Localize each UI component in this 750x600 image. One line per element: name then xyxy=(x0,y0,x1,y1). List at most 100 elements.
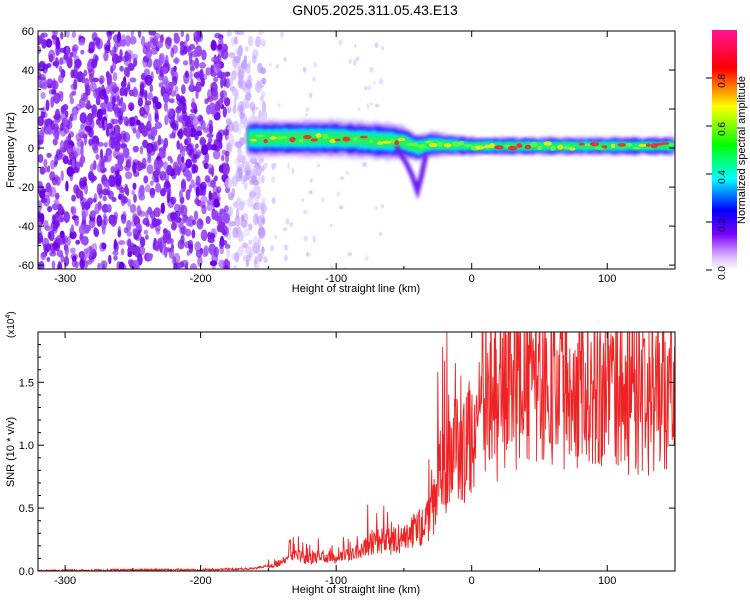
snr-y-tick-label: 1.5 xyxy=(19,377,34,389)
noise-speckle xyxy=(364,255,369,262)
noise-speckle xyxy=(378,232,383,237)
noise-speckle xyxy=(181,217,186,224)
noise-speckle xyxy=(90,163,94,173)
noise-speckle xyxy=(110,138,115,150)
band-hotspot xyxy=(353,137,358,142)
noise-speckle xyxy=(195,175,201,187)
noise-speckle xyxy=(81,133,88,139)
noise-speckle xyxy=(132,159,140,166)
noise-speckle xyxy=(165,80,171,90)
snr-x-tick-label: 100 xyxy=(598,575,616,587)
noise-speckle xyxy=(108,254,112,265)
noise-speckle xyxy=(243,242,247,248)
noise-speckle xyxy=(263,162,268,169)
noise-speckle xyxy=(381,45,384,51)
spectrogram-y-tick-label: -60 xyxy=(18,260,34,272)
noise-speckle xyxy=(197,255,203,267)
noise-speckle xyxy=(217,44,223,51)
noise-speckle xyxy=(41,38,47,49)
noise-speckle xyxy=(111,197,117,202)
noise-speckle xyxy=(309,178,313,183)
colorbar-tick-label: 0.0 xyxy=(717,266,728,280)
noise-speckle xyxy=(112,61,117,71)
noise-speckle xyxy=(224,243,231,250)
noise-speckle xyxy=(183,45,188,55)
noise-speckle xyxy=(197,114,203,122)
noise-speckle xyxy=(151,217,158,228)
noise-speckle xyxy=(50,220,58,232)
noise-speckle xyxy=(38,72,42,81)
snr-y-label: SNR (10 * v/v) xyxy=(5,417,17,487)
noise-speckle xyxy=(39,190,46,199)
noise-speckle xyxy=(226,107,230,114)
noise-speckle xyxy=(189,127,197,138)
noise-speckle xyxy=(96,183,103,196)
band-hotspot xyxy=(289,136,296,143)
noise-speckle xyxy=(117,240,126,246)
noise-speckle xyxy=(199,181,207,190)
noise-speckle xyxy=(261,246,265,255)
noise-speckle xyxy=(222,106,227,118)
noise-speckle xyxy=(200,195,208,204)
noise-speckle xyxy=(200,229,208,242)
band-hotspot xyxy=(589,142,600,147)
noise-speckle xyxy=(92,197,97,203)
noise-speckle xyxy=(251,244,259,255)
noise-speckle xyxy=(243,55,248,63)
noise-speckle xyxy=(301,198,305,202)
noise-speckle xyxy=(38,200,43,212)
noise-speckle xyxy=(78,224,87,235)
noise-speckle xyxy=(112,250,119,256)
noise-speckle xyxy=(222,265,230,269)
noise-speckle xyxy=(347,251,353,257)
noise-speckle xyxy=(238,201,245,211)
band-hotspot xyxy=(443,143,452,148)
colorbar-tick-label: 0.2 xyxy=(717,218,728,232)
noise-speckle xyxy=(222,163,230,176)
noise-speckle xyxy=(106,102,111,112)
noise-speckle xyxy=(231,56,238,68)
noise-speckle xyxy=(253,213,259,226)
colorbar-tick-label: 0.6 xyxy=(717,122,728,136)
noise-speckle xyxy=(89,118,95,130)
noise-speckle xyxy=(172,75,178,86)
noise-speckle xyxy=(85,259,93,265)
noise-speckle xyxy=(51,89,57,95)
noise-speckle xyxy=(54,108,61,121)
noise-speckle xyxy=(224,154,230,164)
noise-speckle xyxy=(74,217,80,227)
noise-speckle xyxy=(240,199,246,207)
noise-speckle xyxy=(129,77,137,83)
noise-speckle xyxy=(259,95,264,102)
noise-speckle xyxy=(261,197,266,205)
noise-speckle xyxy=(206,202,213,212)
noise-speckle xyxy=(242,31,246,37)
noise-speckle xyxy=(125,171,133,180)
noise-speckle xyxy=(70,83,76,90)
noise-speckle xyxy=(209,260,218,267)
snr-line xyxy=(38,332,675,571)
noise-speckle xyxy=(59,57,64,65)
band-hotspot xyxy=(269,136,277,140)
noise-speckle xyxy=(236,105,244,114)
noise-speckle xyxy=(143,103,150,115)
noise-speckle xyxy=(247,60,252,68)
noise-speckle xyxy=(237,127,242,135)
noise-speckle xyxy=(121,196,128,204)
snr-x-tick-label: -100 xyxy=(325,575,347,587)
noise-speckle xyxy=(147,112,152,125)
noise-speckle xyxy=(166,108,174,118)
noise-speckle xyxy=(178,128,184,140)
noise-speckle xyxy=(255,202,263,211)
noise-speckle xyxy=(244,87,250,94)
noise-speckle xyxy=(162,232,168,244)
noise-speckle xyxy=(46,152,52,158)
noise-speckle xyxy=(63,243,68,252)
noise-speckle xyxy=(207,163,213,170)
noise-speckle xyxy=(255,52,259,57)
noise-speckle xyxy=(289,221,294,228)
noise-speckle xyxy=(170,158,174,164)
noise-speckle xyxy=(248,157,256,169)
noise-speckle xyxy=(258,227,266,239)
noise-speckle xyxy=(247,196,254,208)
